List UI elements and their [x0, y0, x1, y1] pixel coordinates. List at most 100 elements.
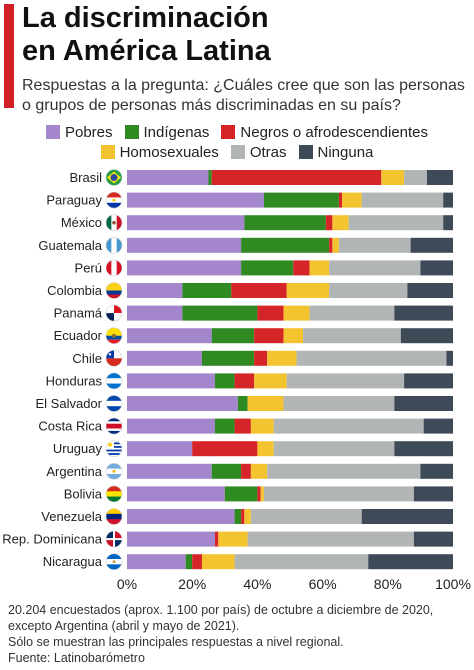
chart-subtitle: Respuestas a la pregunta: ¿Cuáles cree q… [22, 76, 472, 116]
bar-segment-indigenas [185, 554, 193, 570]
flag-border [105, 462, 123, 480]
bar-segment-pobres [127, 305, 183, 321]
flag-part [106, 259, 112, 276]
legend-swatch-indigenas [124, 125, 139, 139]
flag-part [106, 290, 122, 295]
bar-segment-ninguna [443, 192, 453, 208]
flag-part [106, 282, 122, 291]
bar-segment-pobres [127, 373, 216, 389]
category-label: Guatemala [38, 238, 102, 253]
bar-segment-homosexuales [218, 531, 248, 547]
flag-border [105, 553, 123, 571]
flag-nicaragua-icon [106, 553, 122, 570]
flag-part [116, 237, 122, 254]
flag-part [106, 335, 122, 340]
legend-swatch-pobres [45, 125, 60, 139]
flag-part [106, 383, 122, 389]
legend-item-ninguna: Ninguna [298, 144, 373, 161]
flag-part [106, 327, 122, 336]
category-label: Panamá [54, 306, 103, 321]
bar-segment-indigenas [215, 373, 235, 389]
bar-segment-ninguna [446, 350, 453, 366]
flag-el-salvador-icon [106, 395, 122, 412]
flag-guatemala-icon [106, 237, 122, 254]
flag-part [112, 220, 116, 225]
flag-part [106, 395, 122, 402]
bar-segment-indigenas [208, 170, 212, 185]
bar-segment-negros-o-afrodescendientes [241, 463, 251, 479]
bar-segment-indigenas [211, 463, 242, 479]
flag-mexico-icon [106, 214, 122, 231]
legend-swatch-otras [230, 145, 245, 159]
flag-brasil-icon [106, 169, 122, 186]
bar-segment-pobres [127, 396, 238, 411]
bar-segment-indigenas [263, 192, 339, 208]
legend-label-negros: Negros o afrodescendientes [240, 123, 429, 141]
flag-part [114, 313, 122, 322]
bar-segment-ninguna [443, 215, 453, 231]
x-tick-label: 100% [435, 576, 471, 592]
flag-part [106, 463, 122, 469]
bar-segment-pobres [127, 260, 242, 276]
category-label: Venezuela [41, 509, 102, 524]
bar-segment-otras [303, 328, 401, 344]
bar-segment-ninguna [413, 486, 453, 502]
category-label: Honduras [46, 373, 103, 388]
flag-border [105, 485, 123, 503]
bar-row-bolivia: Bolivia [64, 485, 453, 503]
bar-segment-ninguna [420, 463, 453, 479]
category-label: Uruguay [53, 441, 103, 456]
bar-segment-indigenas [201, 350, 255, 366]
bar-segment-otras [267, 463, 421, 479]
bar-row-brasil: Brasil [69, 169, 453, 186]
flag-costa-rica-icon [106, 418, 122, 435]
footer-line-2: excepto Argentina (abril y mayo de 2021)… [8, 619, 240, 633]
category-label: Colombia [47, 283, 103, 298]
flag-part [106, 372, 122, 379]
flag-part [106, 237, 112, 254]
flag-part [112, 560, 116, 564]
bar-segment-negros-o-afrodescendientes [325, 215, 333, 231]
bar-row-costa-rica: Costa Rica [38, 417, 453, 435]
bar-segment-negros-o-afrodescendientes [215, 531, 219, 547]
flag-part [106, 313, 114, 322]
bar-segment-negros-o-afrodescendientes [234, 418, 251, 434]
bar-segment-otras [273, 441, 395, 457]
bar-row-uruguay: Uruguay [53, 440, 453, 458]
bar-row-honduras: Honduras [46, 372, 453, 390]
bar-row-rep-dominicana: Rep. Dominicana [2, 530, 453, 548]
bar-segment-homosexuales [260, 486, 264, 502]
bar-segment-indigenas [224, 486, 258, 502]
flag-part [106, 491, 122, 497]
flag-border [105, 259, 123, 277]
flag-part [112, 469, 116, 473]
bar-segment-otras [309, 305, 395, 321]
flag-part [106, 449, 122, 452]
flag-part [114, 305, 122, 314]
bar-segment-otras [250, 509, 362, 524]
bar-segment-indigenas [215, 418, 235, 434]
bar-row-argentina: Argentina [46, 462, 453, 480]
legend-item-indigenas: Indígenas [124, 124, 209, 141]
flag-part [106, 473, 122, 480]
flag-part [106, 508, 122, 515]
flag-border [105, 169, 123, 186]
category-label: Argentina [46, 464, 102, 479]
bar-segment-pobres [127, 554, 186, 570]
bar-segment-negros-o-afrodescendientes [231, 283, 287, 298]
flag-part [108, 353, 112, 356]
legend-label-pobres: Pobres [64, 123, 113, 141]
x-tick-label: 40% [243, 576, 271, 592]
legend-swatch-homosexuales [100, 145, 115, 159]
flag-part [106, 553, 122, 560]
bar-segment-ninguna [423, 418, 453, 434]
flag-peru-icon [106, 259, 122, 276]
legend-item-homosexuales: Homosexuales [100, 144, 219, 161]
flag-part [116, 214, 122, 231]
category-label: Ecuador [54, 328, 103, 343]
flag-border [105, 327, 123, 344]
flag-part [106, 202, 122, 209]
bar-row-peru: Perú [75, 259, 453, 277]
bar-segment-otras [247, 531, 414, 547]
bar-segment-ninguna [361, 509, 453, 524]
